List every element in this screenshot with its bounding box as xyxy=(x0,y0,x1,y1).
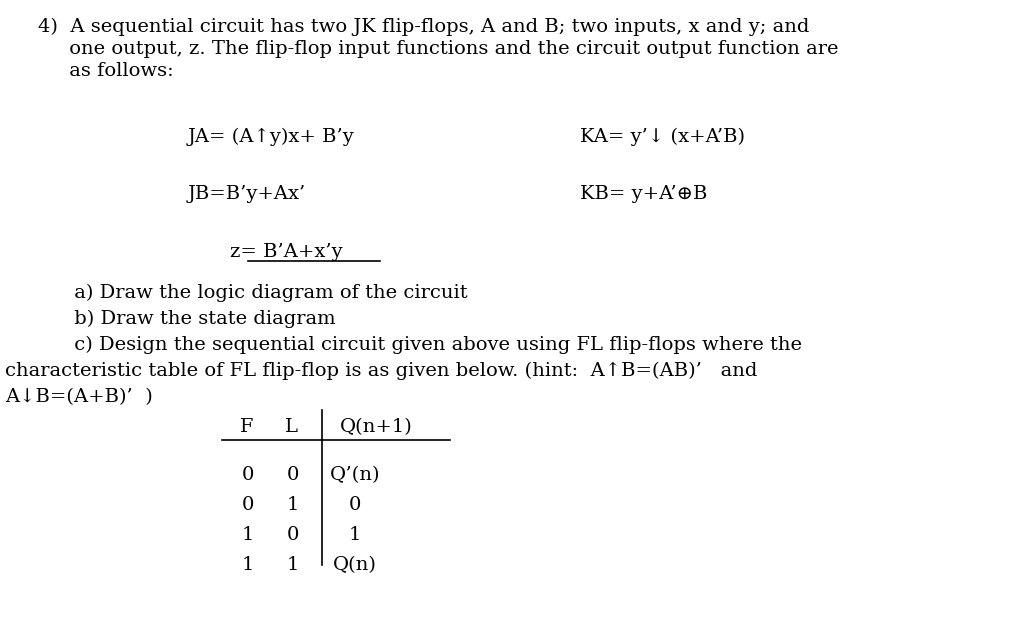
Text: L: L xyxy=(285,418,297,436)
Text: KA= y’↓ (x+A’B): KA= y’↓ (x+A’B) xyxy=(579,128,744,146)
Text: JB=B’y+Ax’: JB=B’y+Ax’ xyxy=(188,185,306,203)
Text: A↓B=(A+B)’  ): A↓B=(A+B)’ ) xyxy=(5,388,153,406)
Text: F: F xyxy=(240,418,253,436)
Text: a) Draw the logic diagram of the circuit: a) Draw the logic diagram of the circuit xyxy=(68,284,467,303)
Text: 1: 1 xyxy=(242,526,254,544)
Text: KB= y+A’⊕B: KB= y+A’⊕B xyxy=(579,185,707,203)
Text: z= B’A+x’y: z= B’A+x’y xyxy=(229,243,343,261)
Text: 1: 1 xyxy=(287,496,299,514)
Text: Q’(n): Q’(n) xyxy=(330,466,380,484)
Text: one output, z. The flip-flop input functions and the circuit output function are: one output, z. The flip-flop input funct… xyxy=(38,40,838,58)
Text: 0: 0 xyxy=(242,466,254,484)
Text: JA= (A↑y)x+ B’y: JA= (A↑y)x+ B’y xyxy=(188,128,355,146)
Text: 0: 0 xyxy=(287,466,299,484)
Text: 0: 0 xyxy=(287,526,299,544)
Text: as follows:: as follows: xyxy=(38,62,174,80)
Text: 1: 1 xyxy=(349,526,361,544)
Text: c) Design the sequential circuit given above using FL flip-flops where the: c) Design the sequential circuit given a… xyxy=(68,336,801,354)
Text: 1: 1 xyxy=(287,556,299,574)
Text: 0: 0 xyxy=(349,496,361,514)
Text: 4)  A sequential circuit has two JK flip-flops, A and B; two inputs, x and y; an: 4) A sequential circuit has two JK flip-… xyxy=(38,18,809,37)
Text: 1: 1 xyxy=(242,556,254,574)
Text: Q(n+1): Q(n+1) xyxy=(340,418,412,436)
Text: b) Draw the state diagram: b) Draw the state diagram xyxy=(68,310,336,328)
Text: characteristic table of FL flip-flop is as given below. (hint:  A↑B=(AB)’   and: characteristic table of FL flip-flop is … xyxy=(5,362,756,380)
Text: Q(n): Q(n) xyxy=(333,556,376,574)
Text: 0: 0 xyxy=(242,496,254,514)
